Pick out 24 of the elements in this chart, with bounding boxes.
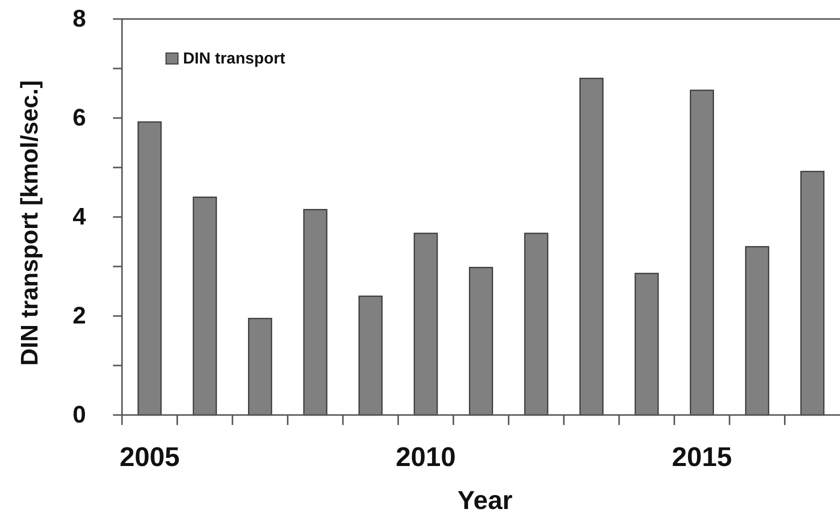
y-tick-label: 0 <box>72 402 86 428</box>
bar <box>579 78 604 416</box>
y-tick-label: 8 <box>72 6 86 32</box>
x-tick-label: 2005 <box>120 442 180 472</box>
bar <box>745 246 770 416</box>
bar <box>524 232 548 416</box>
legend-label: DIN transport <box>183 50 286 68</box>
y-tick-label: 2 <box>72 302 86 330</box>
y-axis-title: DIN transport [kmol/sec.] <box>16 80 44 366</box>
bar <box>358 296 383 416</box>
bar <box>634 272 659 416</box>
y-tick-label: 4 <box>72 204 87 230</box>
bar <box>248 318 272 416</box>
bar <box>800 170 824 416</box>
x-tick-label: 2015 <box>672 442 732 472</box>
x-axis-title: Year <box>458 485 512 515</box>
bar <box>468 266 494 416</box>
bar <box>192 196 217 416</box>
x-tick-label: 2010 <box>396 442 456 472</box>
bar <box>303 208 328 416</box>
bar <box>414 232 438 416</box>
y-tick-label: 6 <box>72 104 86 132</box>
bar <box>138 121 162 416</box>
bar <box>690 90 714 416</box>
